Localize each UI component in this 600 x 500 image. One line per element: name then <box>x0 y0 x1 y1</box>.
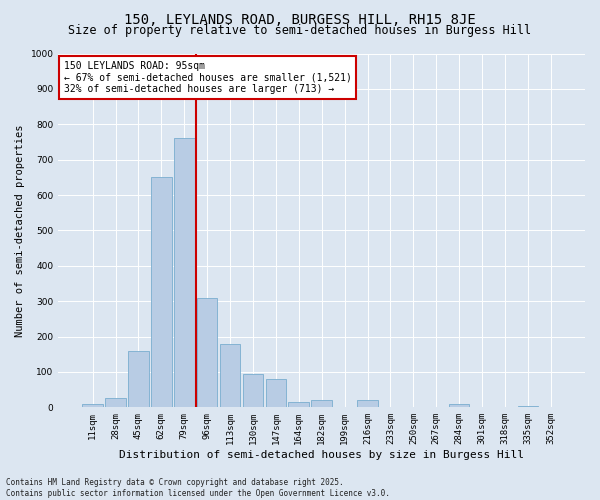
Bar <box>220 344 241 407</box>
Bar <box>449 404 469 407</box>
Text: 150 LEYLANDS ROAD: 95sqm
← 67% of semi-detached houses are smaller (1,521)
32% o: 150 LEYLANDS ROAD: 95sqm ← 67% of semi-d… <box>64 60 352 94</box>
Bar <box>82 404 103 407</box>
Text: Contains HM Land Registry data © Crown copyright and database right 2025.
Contai: Contains HM Land Registry data © Crown c… <box>6 478 390 498</box>
Bar <box>242 374 263 408</box>
Bar <box>518 406 538 407</box>
Bar <box>151 178 172 408</box>
Bar <box>128 350 149 408</box>
Text: 150, LEYLANDS ROAD, BURGESS HILL, RH15 8JE: 150, LEYLANDS ROAD, BURGESS HILL, RH15 8… <box>124 12 476 26</box>
Bar <box>357 400 378 407</box>
X-axis label: Distribution of semi-detached houses by size in Burgess Hill: Distribution of semi-detached houses by … <box>119 450 524 460</box>
Bar <box>197 298 217 408</box>
Bar <box>289 402 309 407</box>
Bar <box>174 138 194 407</box>
Bar <box>105 398 126 407</box>
Bar <box>311 400 332 407</box>
Bar <box>266 379 286 408</box>
Text: Size of property relative to semi-detached houses in Burgess Hill: Size of property relative to semi-detach… <box>68 24 532 37</box>
Y-axis label: Number of semi-detached properties: Number of semi-detached properties <box>15 124 25 336</box>
